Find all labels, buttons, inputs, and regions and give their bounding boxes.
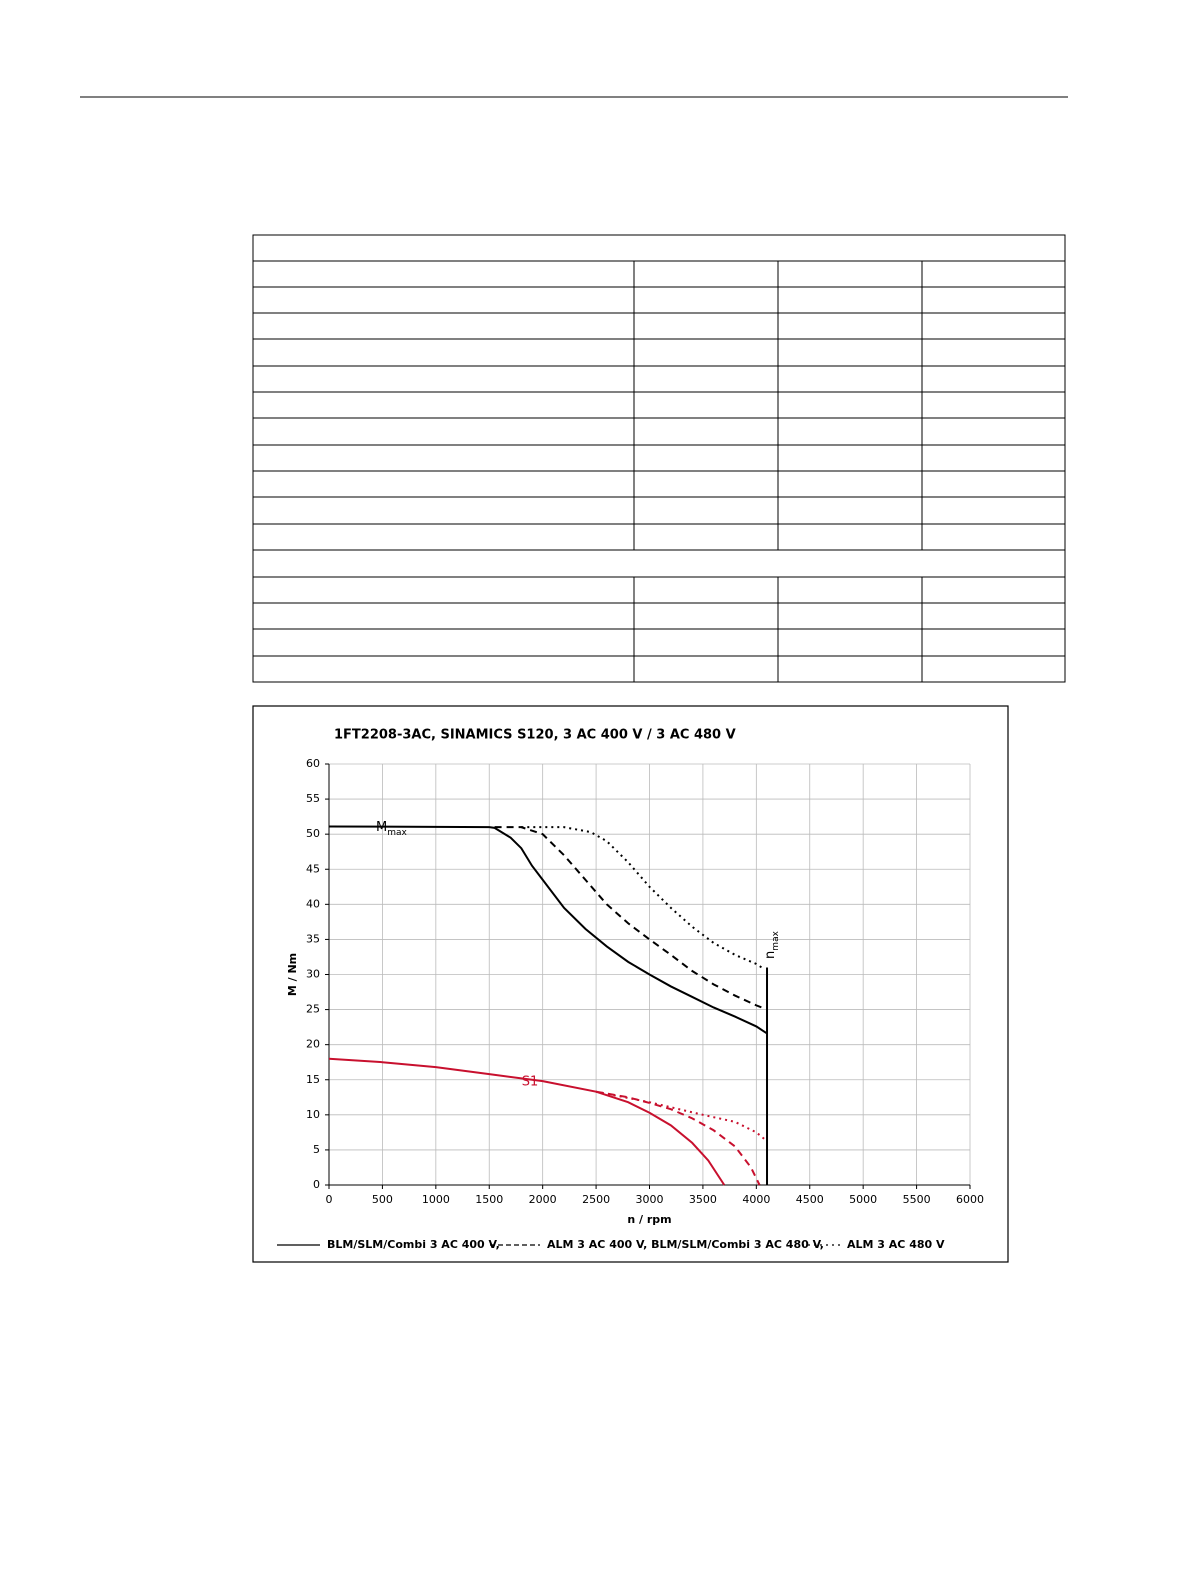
x-tick-label: 3500 — [689, 1193, 717, 1206]
y-axis-label: M / Nm — [286, 953, 299, 996]
annotation-text: M — [376, 820, 387, 835]
x-tick-label: 6000 — [956, 1193, 984, 1206]
spec-table — [252, 234, 1066, 683]
x-tick-label: 1000 — [422, 1193, 450, 1206]
x-tick-label: 5500 — [903, 1193, 931, 1206]
x-tick-label: 1500 — [475, 1193, 503, 1206]
series-line — [328, 1057, 726, 1186]
series-line — [521, 826, 763, 969]
y-tick-label: 35 — [306, 932, 320, 945]
x-axis-label: n / rpm — [627, 1213, 671, 1226]
legend-label: ALM 3 AC 400 V, BLM/SLM/Combi 3 AC 480 V… — [547, 1238, 824, 1251]
x-tick-label: 500 — [372, 1193, 393, 1206]
x-tick-label: 2000 — [529, 1193, 557, 1206]
y-tick-label: 0 — [313, 1178, 320, 1191]
annotation-text: n — [763, 951, 778, 959]
y-tick-label: 40 — [306, 897, 320, 910]
y-tick-label: 45 — [306, 862, 320, 875]
annotation-nmax: nmax — [763, 930, 781, 959]
y-tick-label: 20 — [306, 1038, 320, 1051]
y-tick-label: 25 — [306, 1003, 320, 1016]
y-tick-label: 15 — [306, 1073, 320, 1086]
x-tick-label: 2500 — [582, 1193, 610, 1206]
y-tick-label: 30 — [306, 968, 320, 981]
series-line — [328, 825, 768, 1035]
table-border — [252, 234, 1066, 683]
legend-label: BLM/SLM/Combi 3 AC 400 V, — [327, 1238, 500, 1251]
y-tick-label: 50 — [306, 827, 320, 840]
legend-label: ALM 3 AC 480 V — [847, 1238, 945, 1251]
annotation-s1: S1 — [522, 1075, 539, 1090]
annotation-sub: max — [771, 930, 781, 950]
chart-frame — [252, 705, 1009, 1263]
annotation-mmax: Mmax — [376, 820, 408, 838]
chart-title: 1FT2208-3AC, SINAMICS S120, 3 AC 400 V /… — [334, 728, 736, 743]
x-tick-label: 4000 — [742, 1193, 770, 1206]
y-tick-label: 55 — [306, 792, 320, 805]
x-tick-label: 3000 — [636, 1193, 664, 1206]
x-tick-label: 4500 — [796, 1193, 824, 1206]
chart: 0 5 10 15 20 25 30 35 40 45 50 55 60 0 500 1000 1500 2000… — [277, 757, 984, 1251]
series-line — [494, 826, 763, 1009]
x-tick-label: 0 — [326, 1193, 333, 1206]
annotation-sub: max — [387, 828, 407, 838]
series-line — [595, 1090, 761, 1186]
x-tick-label: 5000 — [849, 1193, 877, 1206]
y-tick-label: 5 — [313, 1143, 320, 1156]
y-tick-label: 60 — [306, 757, 320, 770]
y-tick-label: 10 — [306, 1108, 320, 1121]
